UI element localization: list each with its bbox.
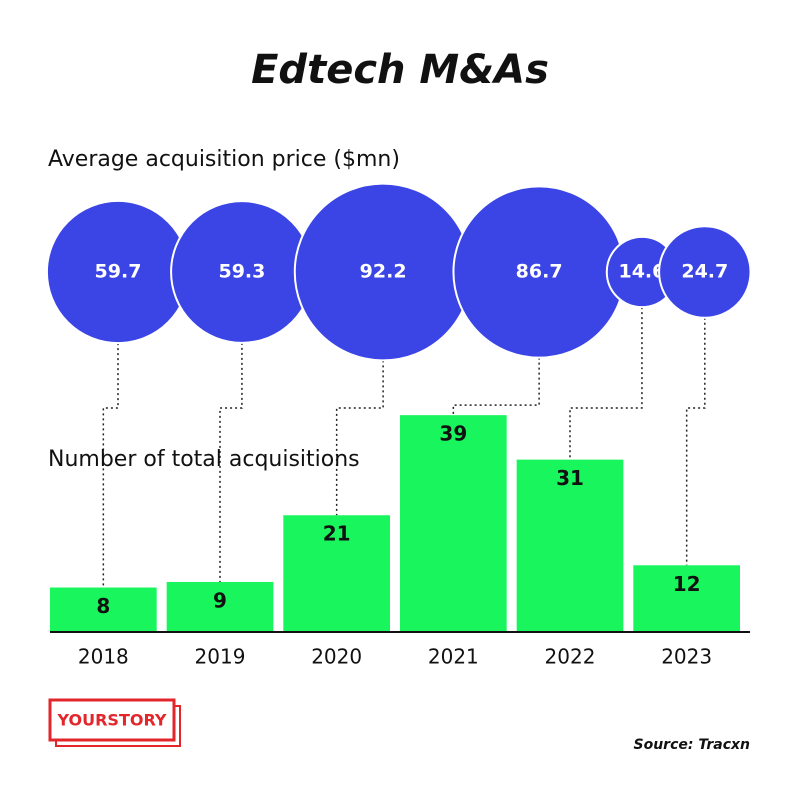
bar <box>633 565 740 632</box>
bubble-value-label: 92.2 <box>360 261 407 283</box>
bar-value-label: 39 <box>439 422 467 446</box>
bar-value-label: 8 <box>96 594 110 618</box>
bubble-value-label: 14.6 <box>618 261 665 283</box>
bar-title: Number of total acquisitions <box>48 447 360 472</box>
logo-text: YOURSTORY <box>57 711 167 730</box>
bar-value-label: 21 <box>323 522 351 546</box>
x-tick-label: 2020 <box>311 645 362 669</box>
bubble-value-label: 59.3 <box>218 261 265 283</box>
x-tick-label: 2019 <box>195 645 246 669</box>
bubble-value-label: 24.7 <box>681 261 728 283</box>
connector <box>219 342 243 582</box>
connector <box>685 317 706 566</box>
bar <box>283 515 390 632</box>
bar <box>50 587 157 632</box>
x-tick-label: 2023 <box>661 645 712 669</box>
bar <box>166 581 274 632</box>
bubble <box>658 225 752 319</box>
connectors <box>102 307 706 588</box>
bubble-value-label: 86.7 <box>516 261 563 283</box>
bar-value-label: 9 <box>213 588 227 612</box>
x-tick-label: 2021 <box>428 645 479 669</box>
bubble-value-label: 59.7 <box>95 261 142 283</box>
source: Source: Tracxn <box>634 737 751 753</box>
bar-value-label: 31 <box>556 466 584 490</box>
x-tick-label: 2018 <box>78 645 129 669</box>
page-title: Edtech M&As <box>251 47 549 93</box>
connector <box>569 307 643 460</box>
bar <box>516 459 624 632</box>
logo-box <box>48 698 176 742</box>
bar <box>400 415 507 632</box>
x-tick-label: 2022 <box>545 645 596 669</box>
connector <box>335 360 384 516</box>
bar-value-label: 12 <box>673 572 701 596</box>
logo: YOURSTORY <box>48 698 181 747</box>
bubble-title: Average acquisition price ($mn) <box>48 147 400 172</box>
connector <box>452 357 540 416</box>
